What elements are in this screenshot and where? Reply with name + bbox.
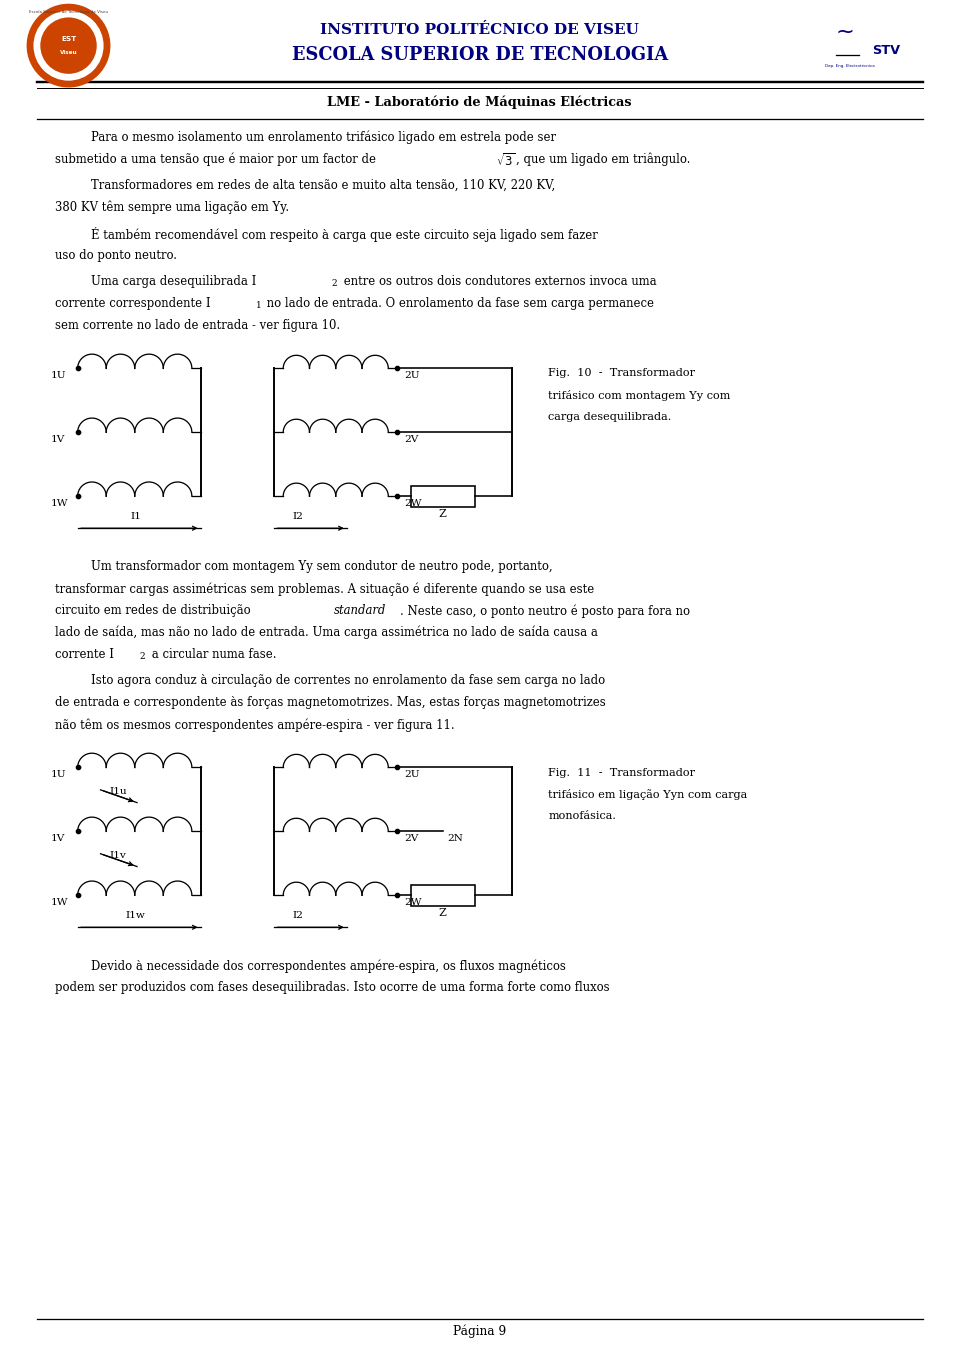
Text: 2W: 2W	[404, 898, 422, 907]
Text: I1w: I1w	[126, 911, 146, 921]
Text: 2: 2	[139, 651, 145, 660]
Text: I1u: I1u	[109, 786, 128, 796]
Text: trifásico em ligação Yyn com carga: trifásico em ligação Yyn com carga	[548, 789, 747, 800]
Text: 2: 2	[331, 279, 337, 287]
Text: Z: Z	[438, 508, 446, 519]
Text: I1v: I1v	[109, 850, 127, 860]
Text: 1W: 1W	[50, 898, 68, 907]
Circle shape	[35, 11, 103, 80]
Text: no lado de entrada. O enrolamento da fase sem carga permanece: no lado de entrada. O enrolamento da fas…	[263, 297, 653, 311]
Text: Isto agora conduz à circulação de correntes no enrolamento da fase sem carga no : Isto agora conduz à circulação de corren…	[91, 674, 605, 687]
Text: 1U: 1U	[50, 370, 66, 380]
Text: EST: EST	[60, 35, 76, 42]
Text: corrente correspondente I: corrente correspondente I	[55, 297, 210, 311]
Text: Um transformador com montagem Yy sem condutor de neutro pode, portanto,: Um transformador com montagem Yy sem con…	[91, 560, 552, 574]
Text: Dep. Eng. Electrotécnica: Dep. Eng. Electrotécnica	[825, 64, 875, 68]
Text: Viseu: Viseu	[59, 50, 78, 56]
Text: I1: I1	[130, 513, 141, 521]
Text: Z: Z	[438, 909, 446, 918]
Text: INSTITUTO POLITÉCNICO DE VISEU: INSTITUTO POLITÉCNICO DE VISEU	[320, 23, 639, 37]
Text: . Neste caso, o ponto neutro é posto para fora no: . Neste caso, o ponto neutro é posto par…	[400, 603, 690, 617]
Text: $\sqrt{3}$: $\sqrt{3}$	[496, 152, 515, 168]
Text: trifásico com montagem Yy com: trifásico com montagem Yy com	[548, 391, 731, 401]
Text: corrente I: corrente I	[55, 648, 114, 660]
Text: 2W: 2W	[404, 499, 422, 507]
Text: Uma carga desequilibrada I: Uma carga desequilibrada I	[91, 275, 257, 289]
Text: entre os outros dois condutores externos invoca uma: entre os outros dois condutores externos…	[340, 275, 657, 289]
Text: 1W: 1W	[50, 499, 68, 507]
Text: Página 9: Página 9	[453, 1323, 506, 1337]
Text: 2U: 2U	[404, 370, 420, 380]
Circle shape	[28, 4, 109, 87]
Text: monofásica.: monofásica.	[548, 811, 616, 822]
Text: circuito em redes de distribuição: circuito em redes de distribuição	[55, 603, 254, 617]
Text: 1: 1	[256, 301, 262, 311]
Text: standard: standard	[334, 603, 386, 617]
Text: não têm os mesmos correspondentes ampére-espira - ver figura 11.: não têm os mesmos correspondentes ampére…	[55, 719, 455, 732]
Text: , que um ligado em triângulo.: , que um ligado em triângulo.	[516, 152, 690, 165]
Text: LME - Laboratório de Máquinas Eléctricas: LME - Laboratório de Máquinas Eléctricas	[327, 96, 632, 110]
Text: 1V: 1V	[50, 435, 64, 443]
Text: STV: STV	[873, 43, 901, 57]
Text: transformar cargas assimétricas sem problemas. A situação é diferente quando se : transformar cargas assimétricas sem prob…	[55, 582, 594, 595]
Text: submetido a uma tensão que é maior por um factor de: submetido a uma tensão que é maior por u…	[55, 152, 380, 165]
Text: Escola Superior de Tecnologia de Viseu: Escola Superior de Tecnologia de Viseu	[29, 9, 108, 14]
Text: 380 KV têm sempre uma ligação em Yy.: 380 KV têm sempre uma ligação em Yy.	[55, 201, 289, 214]
Text: I2: I2	[292, 513, 303, 521]
Circle shape	[41, 18, 96, 73]
Text: É também recomendável com respeito à carga que este circuito seja ligado sem faz: É também recomendável com respeito à car…	[91, 226, 597, 241]
Text: Devido à necessidade dos correspondentes ampére-espira, os fluxos magnéticos: Devido à necessidade dos correspondentes…	[91, 959, 566, 972]
Text: 2N: 2N	[448, 834, 463, 842]
Text: ESCOLA SUPERIOR DE TECNOLOGIA: ESCOLA SUPERIOR DE TECNOLOGIA	[292, 46, 667, 64]
Bar	[411, 485, 475, 507]
Text: 1V: 1V	[50, 834, 64, 842]
Text: 2V: 2V	[404, 834, 418, 842]
Text: de entrada e correspondente às forças magnetomotrizes. Mas, estas forças magneto: de entrada e correspondente às forças ma…	[55, 696, 605, 709]
Bar	[411, 885, 475, 906]
Text: ~: ~	[835, 20, 854, 43]
Text: 2U: 2U	[404, 770, 420, 778]
Text: Fig.  10  -  Transformador: Fig. 10 - Transformador	[548, 369, 695, 378]
Text: uso do ponto neutro.: uso do ponto neutro.	[55, 250, 176, 262]
Text: lado de saída, mas não no lado de entrada. Uma carga assimétrica no lado de saíd: lado de saída, mas não no lado de entrad…	[55, 626, 597, 640]
Text: carga desequilibrada.: carga desequilibrada.	[548, 412, 671, 422]
Text: Transformadores em redes de alta tensão e muito alta tensão, 110 KV, 220 KV,: Transformadores em redes de alta tensão …	[91, 179, 555, 191]
Text: podem ser produzidos com fases desequilibradas. Isto ocorre de uma forma forte c: podem ser produzidos com fases desequili…	[55, 982, 609, 994]
Text: a circular numa fase.: a circular numa fase.	[149, 648, 277, 660]
Text: 2V: 2V	[404, 435, 418, 443]
Text: Fig.  11  -  Transformador: Fig. 11 - Transformador	[548, 767, 695, 777]
Text: 1U: 1U	[50, 770, 66, 778]
Text: sem corrente no lado de entrada - ver figura 10.: sem corrente no lado de entrada - ver fi…	[55, 319, 339, 332]
Text: I2: I2	[292, 911, 303, 921]
Text: Para o mesmo isolamento um enrolamento trifásico ligado em estrela pode ser: Para o mesmo isolamento um enrolamento t…	[91, 130, 556, 144]
